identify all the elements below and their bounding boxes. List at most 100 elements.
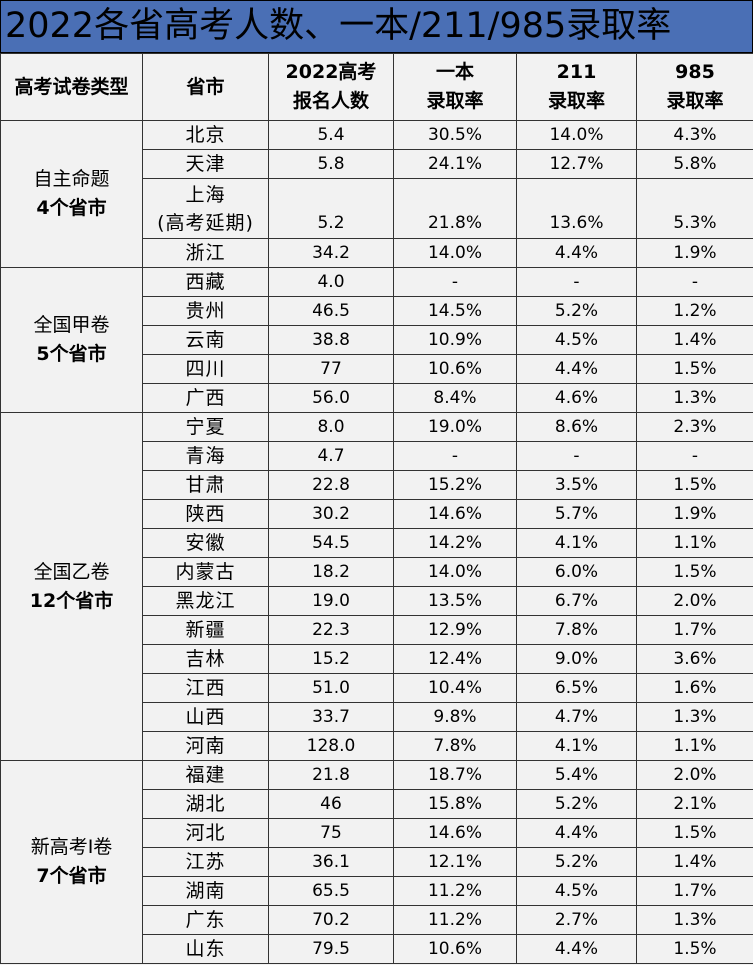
985-rate-cell: 1.4% — [636, 847, 753, 877]
tier1-rate-cell: 15.2% — [393, 470, 517, 500]
tier1-rate-cell: 30.5% — [393, 120, 517, 150]
exam-type-name: 新高考I卷 — [30, 836, 113, 858]
table-row: 湖南 65.5 11.2% 4.5% 1.7% — [1, 876, 753, 906]
211-rate-cell: 4.5% — [516, 325, 637, 355]
985-rate-cell: - — [636, 267, 753, 297]
211-rate-cell: 4.4% — [516, 818, 637, 848]
tier1-rate-cell: 8.4% — [393, 383, 517, 413]
tier1-rate-cell: 12.4% — [393, 644, 517, 674]
header-row: 高考试卷类型 省市 2022高考 报名人数 一本 录取率 211 录取率 985 录取率 — [0, 53, 753, 121]
table-row: 陕西 30.2 14.6% 5.7% 1.9% — [1, 499, 753, 529]
applicants-cell: 22.3 — [268, 615, 394, 645]
985-rate-cell: 2.0% — [636, 760, 753, 790]
applicants-cell: 46.5 — [268, 296, 394, 326]
table-row: 云南 38.8 10.9% 4.5% 1.4% — [1, 325, 753, 355]
applicants-cell: 65.5 — [268, 876, 394, 906]
211-rate-cell: 3.5% — [516, 470, 637, 500]
header-applicants: 2022高考 报名人数 — [268, 53, 394, 121]
province-cell: 上海 (高考延期) — [142, 178, 269, 239]
985-rate-cell: 1.9% — [636, 238, 753, 268]
table-row: 新高考I卷 7个省市 福建 21.8 18.7% 5.4% 2.0% — [0, 760, 753, 964]
applicants-cell: 5.4 — [268, 120, 394, 150]
applicants-cell: 34.2 — [268, 238, 394, 268]
applicants-cell: 4.7 — [268, 441, 394, 471]
province-cell: 天津 — [142, 149, 269, 179]
tier1-rate-cell: 14.0% — [393, 238, 517, 268]
applicants-cell: 77 — [268, 354, 394, 384]
table-row: 上海 (高考延期) 5.2 21.8% 13.6% 5.3% — [1, 178, 753, 239]
211-rate-cell: 2.7% — [516, 905, 637, 935]
province-cell: 云南 — [142, 325, 269, 355]
211-rate-cell: 7.8% — [516, 615, 637, 645]
tier1-rate-cell: 14.2% — [393, 528, 517, 558]
applicants-cell: 79.5 — [268, 934, 394, 964]
tier1-rate-cell: 11.2% — [393, 876, 517, 906]
province-cell: 安徽 — [142, 528, 269, 558]
province-cell: 北京 — [142, 120, 269, 150]
applicants-cell: 33.7 — [268, 702, 394, 732]
exam-type-name: 全国乙卷 — [33, 560, 110, 583]
tier1-rate-cell: 10.4% — [393, 673, 517, 703]
table-row: 全国甲卷 5个省市 西藏 4.0- - - — [0, 267, 753, 413]
applicants-cell: 21.8 — [268, 760, 394, 790]
table-row: 新疆 22.3 12.9% 7.8% 1.7% — [1, 615, 753, 645]
tier1-rate-cell: 13.5% — [393, 586, 517, 616]
exam-type-group: 全国甲卷 5个省市 — [0, 267, 143, 413]
985-rate-cell: 1.6% — [636, 673, 753, 703]
table-row: 江西 51.0 10.4% 6.5% 1.6% — [1, 673, 753, 703]
exam-type-name: 全国甲卷 — [33, 314, 110, 336]
985-rate-cell: 4.3% — [636, 120, 753, 150]
table-row: 河南 128.0 7.8% 4.1% 1.1% — [1, 731, 753, 761]
applicants-cell: 56.0 — [268, 383, 394, 413]
province-cell: 湖北 — [142, 789, 269, 819]
province-cell: 陕西 — [142, 499, 269, 529]
table-row: 黑龙江 19.0 13.5% 6.7% 2.0% — [1, 586, 753, 616]
table-row: 江苏 36.1 12.1% 5.2% 1.4% — [1, 847, 753, 877]
tier1-rate-cell: 15.8% — [393, 789, 517, 819]
tier1-rate-cell: 9.8% — [393, 702, 517, 732]
211-rate-cell: 4.5% — [516, 876, 637, 906]
211-rate-cell: 6.7% — [516, 586, 637, 616]
province-cell: 河北 — [142, 818, 269, 848]
985-rate-cell: 1.9% — [636, 499, 753, 529]
211-rate-cell: 5.2% — [516, 847, 637, 877]
province-cell: 西藏 — [142, 267, 269, 297]
table-row: 甘肃 22.8 15.2% 3.5% 1.5% — [1, 470, 753, 500]
exam-type-count: 7个省市 — [36, 865, 107, 887]
exam-type-count: 12个省市 — [29, 589, 114, 612]
table-row: 天津 5.8 24.1% 12.7% 5.8% — [1, 149, 753, 179]
211-rate-cell: 4.4% — [516, 934, 637, 964]
985-rate-cell: 3.6% — [636, 644, 753, 674]
applicants-cell: 75 — [268, 818, 394, 848]
tier1-rate-cell: 10.6% — [393, 934, 517, 964]
table-row: 全国乙卷 12个省市 宁夏 8.0 19.0% 8.6% 2.3% — [0, 412, 753, 761]
province-cell: 湖南 — [142, 876, 269, 906]
province-cell: 甘肃 — [142, 470, 269, 500]
211-rate-cell: 9.0% — [516, 644, 637, 674]
tier1-rate-cell: - — [393, 267, 517, 297]
applicants-cell: 18.2 — [268, 557, 394, 587]
tier1-rate-cell: 24.1% — [393, 149, 517, 179]
211-rate-cell: - — [516, 441, 637, 471]
applicants-cell: 70.2 — [268, 905, 394, 935]
province-cell: 黑龙江 — [142, 586, 269, 616]
exam-type-count: 5个省市 — [36, 343, 107, 365]
header-type: 高考试卷类型 — [0, 53, 143, 121]
header-province: 省市 — [142, 53, 269, 121]
table-row: 湖北 46 15.8% 5.2% 2.1% — [1, 789, 753, 819]
211-rate-cell: 5.4% — [516, 760, 637, 790]
985-rate-cell: 1.3% — [636, 905, 753, 935]
applicants-cell: 46 — [268, 789, 394, 819]
985-rate-cell: 1.3% — [636, 702, 753, 732]
province-cell: 宁夏 — [142, 412, 269, 442]
211-rate-cell: 4.1% — [516, 731, 637, 761]
211-rate-cell: 4.1% — [516, 528, 637, 558]
applicants-cell: 8.0 — [268, 412, 394, 442]
tier1-rate-cell: 12.1% — [393, 847, 517, 877]
province-cell: 山东 — [142, 934, 269, 964]
985-rate-cell: 2.0% — [636, 586, 753, 616]
985-rate-cell: 1.5% — [636, 934, 753, 964]
tier1-rate-cell: 12.9% — [393, 615, 517, 645]
211-rate-cell: 4.6% — [516, 383, 637, 413]
province-cell: 四川 — [142, 354, 269, 384]
